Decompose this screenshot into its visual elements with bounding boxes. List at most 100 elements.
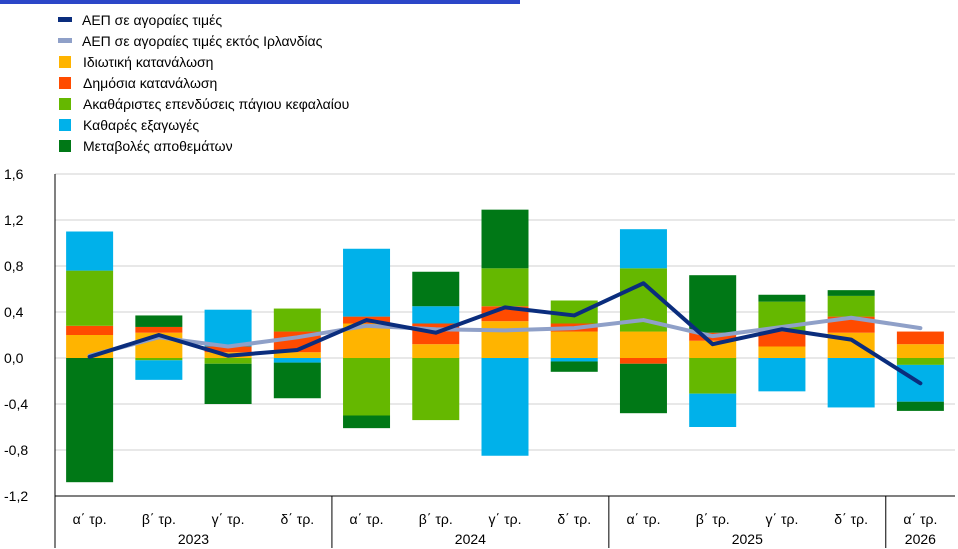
bar-public-consumption [758, 331, 806, 347]
x-tick-label: α΄ τρ. [73, 511, 107, 527]
y-tick-label: 1,6 [4, 166, 24, 182]
bar-net-exports [619, 229, 667, 269]
bar-net-exports [273, 358, 321, 363]
x-tick-label: γ΄ τρ. [489, 511, 522, 527]
x-tick-label: α΄ τρ. [903, 511, 937, 527]
bar-gfcf [343, 358, 391, 416]
year-label: 2023 [178, 531, 209, 547]
bar-gfcf [481, 268, 529, 307]
bar-net-exports [412, 306, 460, 324]
legend-label-net-exports: Καθαρές εξαγωγές [83, 116, 200, 133]
bar-inventories [66, 358, 114, 483]
bar-gfcf [412, 358, 460, 421]
x-tick-label: δ΄ τρ. [557, 511, 591, 527]
bar-inventories [758, 294, 806, 302]
x-tick-label: γ΄ τρ. [212, 511, 245, 527]
x-tick-label: β΄ τρ. [696, 511, 730, 527]
legend-swatch-inventories [59, 139, 71, 152]
y-tick-label: -1,2 [4, 488, 28, 504]
legend-item-gfcf: Ακαθάριστες επενδύσεις πάγιου κεφαλαίου [58, 93, 349, 114]
bar-private-consumption [273, 352, 321, 358]
bar-inventories [896, 401, 944, 411]
y-tick-label: -0,4 [4, 396, 28, 412]
legend-label-inventories: Μεταβολές αποθεμάτων [83, 137, 233, 154]
y-tick-label: 0,8 [4, 258, 24, 274]
legend-swatch-gdp [58, 17, 72, 22]
bar-net-exports [550, 358, 598, 362]
bar-gfcf [135, 358, 183, 361]
bar-net-exports [204, 309, 252, 347]
line-gdp-ex-ireland [87, 315, 923, 358]
title-strip [0, 0, 520, 4]
bar-gfcf [66, 270, 114, 326]
bar-gfcf [204, 358, 252, 364]
x-tick-label: δ΄ τρ. [280, 511, 314, 527]
year-label: 2025 [732, 531, 763, 547]
bar-inventories [619, 363, 667, 414]
bar-private-consumption [896, 344, 944, 358]
bar-net-exports [343, 248, 391, 317]
bar-gfcf [896, 358, 944, 365]
y-tick-label: 1,2 [4, 212, 24, 228]
legend-item-public-consumption: Δημόσια κατανάλωση [58, 72, 349, 93]
bar-inventories [135, 315, 183, 327]
legend-item-net-exports: Καθαρές εξαγωγές [58, 114, 349, 135]
bar-net-exports [758, 358, 806, 392]
legend-item-gdp: ΑΕΠ σε αγοραίες τιμές [58, 9, 349, 30]
year-label: 2026 [905, 531, 936, 547]
legend-swatch-gfcf [59, 97, 71, 110]
bar-net-exports [135, 360, 183, 380]
line-gdp [87, 281, 923, 386]
legend-label-public-consumption: Δημόσια κατανάλωση [83, 74, 218, 91]
bar-private-consumption [481, 321, 529, 358]
legend-swatch-gdp-ex-ireland [58, 38, 72, 43]
legend-label-gfcf: Ακαθάριστες επενδύσεις πάγιου κεφαλαίου [83, 95, 350, 112]
bar-gfcf [689, 358, 737, 394]
bar-net-exports [481, 358, 529, 456]
bar-inventories [412, 271, 460, 307]
year-label: 2024 [455, 531, 486, 547]
y-tick-label: 0,0 [4, 350, 24, 366]
bar-private-consumption [550, 331, 598, 358]
bar-net-exports [66, 231, 114, 271]
bar-public-consumption [896, 331, 944, 345]
bar-inventories [273, 362, 321, 399]
bar-public-consumption [619, 358, 667, 364]
bar-public-consumption [135, 326, 183, 333]
legend-label-private-consumption: Ιδιωτική κατανάλωση [83, 53, 214, 70]
legend-swatch-private-consumption [59, 55, 71, 68]
legend-item-gdp-ex-ireland: ΑΕΠ σε αγοραίες τιμές εκτός Ιρλανδίας [58, 30, 349, 51]
bar-inventories [550, 361, 598, 372]
bar-gfcf [273, 308, 321, 332]
bar-private-consumption [758, 346, 806, 358]
y-tick-label: 0,4 [4, 304, 24, 320]
bar-net-exports [689, 393, 737, 427]
bar-net-exports [827, 358, 875, 408]
x-tick-label: β΄ τρ. [419, 511, 453, 527]
bar-private-consumption [619, 331, 667, 358]
bar-inventories [481, 209, 529, 269]
bar-inventories [204, 363, 252, 404]
legend-swatch-public-consumption [59, 76, 71, 89]
x-tick-label: α΄ τρ. [350, 511, 384, 527]
x-tick-label: γ΄ τρ. [765, 511, 798, 527]
y-tick-label: -0,8 [4, 442, 28, 458]
bar-public-consumption [204, 346, 252, 353]
bar-inventories [689, 275, 737, 333]
bar-public-consumption [66, 325, 114, 335]
legend-item-inventories: Μεταβολές αποθεμάτων [58, 135, 349, 156]
legend-label-gdp-ex-ireland: ΑΕΠ σε αγοραίες τιμές εκτός Ιρλανδίας [82, 32, 323, 49]
legend-item-private-consumption: Ιδιωτική κατανάλωση [58, 51, 349, 72]
x-tick-label: δ΄ τρ. [834, 511, 868, 527]
bar-inventories [343, 415, 391, 429]
legend: ΑΕΠ σε αγοραίες τιμές ΑΕΠ σε αγοραίες τι… [58, 9, 349, 156]
bar-private-consumption [412, 344, 460, 358]
legend-swatch-net-exports [59, 118, 71, 131]
bar-gfcf [550, 300, 598, 324]
x-tick-label: α΄ τρ. [626, 511, 660, 527]
bar-inventories [827, 290, 875, 296]
bar-private-consumption [689, 340, 737, 358]
x-tick-label: β΄ τρ. [142, 511, 176, 527]
bar-gfcf [827, 295, 875, 317]
